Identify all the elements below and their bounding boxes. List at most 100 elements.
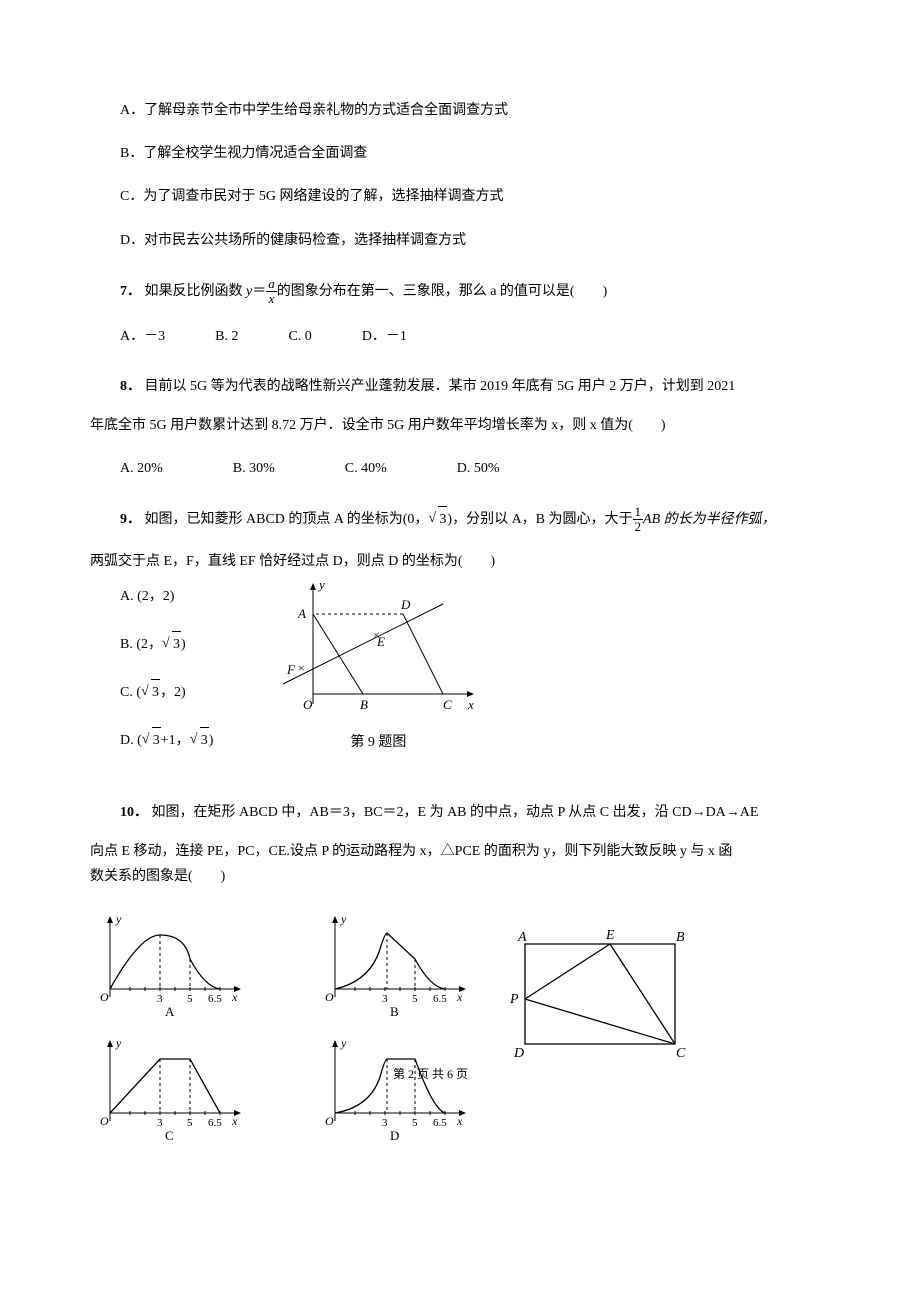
q9-half-frac: 12 [633, 505, 644, 535]
q10-number: 10． [120, 805, 148, 820]
q10r-B: B [676, 930, 685, 945]
q10-graph-c: O y x 3 5 6.5 C [90, 1033, 245, 1143]
q10b-O: O [325, 990, 334, 1004]
q10d-label: D [390, 1128, 399, 1143]
q9: 9． 如图，已知菱形 ABCD 的顶点 A 的坐标为(0， 3)，分别以 A，B … [90, 505, 830, 535]
q10a-O: O [100, 990, 109, 1004]
q10b-x: x [456, 990, 463, 1004]
q7-eq: ＝ [252, 284, 266, 299]
q9-cross1: × [373, 628, 380, 642]
q10c-x: x [231, 1114, 238, 1128]
q9-sqrt3a-val: 3 [438, 506, 447, 532]
q6-opt-d: D．对市民去公共场所的健康码检查，选择抽样调查方式 [120, 228, 830, 253]
q10a-label: A [165, 1004, 175, 1019]
q9-optb-pre: B. (2， [120, 637, 162, 652]
q9-stem1-post: AB 的长为半径作弧， [643, 512, 776, 527]
q10-rect-figure: A E B P D C [500, 919, 690, 1069]
q9-optc-pre: C. ( [120, 685, 141, 700]
q9-label-y: y [317, 577, 325, 592]
q7-opt-b: B. 2 [215, 324, 238, 349]
q9-label-D: D [400, 597, 411, 612]
q9-opt-a: A. (2，2) [120, 584, 213, 609]
q9-stem1-pre: 如图，已知菱形 ABCD 的顶点 A 的坐标为(0， [145, 512, 429, 527]
q8-opt-d: D. 50% [457, 456, 500, 481]
q10c-t3: 3 [157, 1117, 163, 1129]
q10-stem3: 数关系的图象是( ) [90, 864, 830, 889]
q10a-t65: 6.5 [208, 993, 222, 1005]
q9-optd-sqrt2: 3 [190, 727, 209, 753]
q9-optd-sqrt2val: 3 [200, 727, 209, 753]
q10d-t65: 6.5 [433, 1117, 447, 1129]
q10b-y: y [340, 912, 347, 926]
q10b-t3: 3 [382, 993, 388, 1005]
q9-figure-col: O A B C D E F x y × × 第 9 题图 [273, 574, 483, 755]
q10a-t3: 3 [157, 993, 163, 1005]
q9-stem2: 两弧交于点 E，F，直线 EF 恰好经过点 D，则点 D 的坐标为( ) [90, 549, 830, 574]
page-footer: 第 2 页 共 6 页 [393, 1067, 468, 1081]
q10-graph-a: O y x 3 5 6.5 A [90, 909, 245, 1019]
q9-figure: O A B C D E F x y × × [273, 574, 483, 724]
q10-graph-grid: O y x 3 5 6.5 A O y x 3 5 6.5 B [90, 909, 470, 1143]
q7-stem-post: 的图象分布在第一、三象限，那么 a 的值可以是( ) [277, 284, 608, 299]
q10b-label: B [390, 1004, 399, 1019]
q9-optd-sqrt1val: 3 [152, 727, 161, 753]
q9-opt-c: C. ( 3，2) [120, 679, 213, 705]
q9-fig-caption: 第 9 题图 [350, 730, 406, 755]
q10c-O: O [100, 1114, 109, 1128]
q7-fraction: ax [266, 277, 277, 307]
q8-stem1: 目前以 5G 等为代表的战略性新兴产业蓬勃发展．某市 2019 年底有 5G 用… [145, 379, 736, 394]
q9-optc-sqrtval: 3 [151, 679, 160, 705]
q7-number: 7． [120, 284, 141, 299]
q9-block: A. (2，2) B. (2，3) C. (3，2) D. (3+1，3) [90, 574, 830, 776]
q10c-y: y [115, 1036, 122, 1050]
q9-opt-b: B. (2， 3) [120, 631, 213, 657]
q9-optb-post: ) [181, 637, 186, 652]
q9-sqrt3a: 3 [428, 506, 447, 532]
q7-stem-pre: 如果反比例函数 [145, 284, 247, 299]
q8-opt-a: A. 20% [120, 456, 163, 481]
q10c-t5: 5 [187, 1117, 193, 1129]
q7-frac-num: a [266, 277, 277, 292]
q9-optd-mid: +1， [161, 733, 190, 748]
q10-graph-b: O y x 3 5 6.5 B [315, 909, 470, 1019]
q9-label-F: F [286, 662, 296, 677]
q8-opt-c: C. 40% [345, 456, 387, 481]
q10b-t65: 6.5 [433, 993, 447, 1005]
q9-label-O: O [303, 697, 313, 712]
q9-optd-sqrt1: 3 [142, 727, 161, 753]
q10-stem1: 如图，在矩形 ABCD 中，AB＝3，BC＝2，E 为 AB 的中点，动点 P … [152, 805, 759, 820]
q10b-t5: 5 [412, 993, 418, 1005]
q8: 8． 目前以 5G 等为代表的战略性新兴产业蓬勃发展．某市 2019 年底有 5… [90, 374, 830, 399]
q10a-y: y [115, 912, 122, 926]
q9-opt-d: D. (3+1，3) [120, 727, 213, 753]
q9-optb-sqrt: 3 [162, 631, 181, 657]
q9-options: A. (2，2) B. (2，3) C. (3，2) D. (3+1，3) [90, 574, 213, 776]
q6-opt-a: A．了解母亲节全市中学生给母亲礼物的方式适合全面调查方式 [120, 98, 830, 123]
q7-opt-a: A．－3 [120, 324, 165, 349]
q9-optb-sqrtval: 3 [172, 631, 181, 657]
q6-opt-c: C．为了调查市民对于 5G 网络建设的了解，选择抽样调查方式 [120, 184, 830, 209]
q6-opt-b: B．了解全校学生视力情况适合全面调查 [120, 141, 830, 166]
q10d-t5: 5 [412, 1117, 418, 1129]
q8-options: A. 20% B. 30% C. 40% D. 50% [120, 456, 830, 481]
q10a-t5: 5 [187, 993, 193, 1005]
q8-stem2: 年底全市 5G 用户数累计达到 8.72 万户．设全市 5G 用户数年平均增长率… [90, 413, 830, 438]
q9-optc-sqrt: 3 [141, 679, 160, 705]
q6-options: A．了解母亲节全市中学生给母亲礼物的方式适合全面调查方式 B．了解全校学生视力情… [90, 98, 830, 253]
q7-opt-c: C. 0 [288, 324, 311, 349]
q9-cross2: × [298, 661, 305, 675]
q9-number: 9． [120, 512, 141, 527]
q9-stem1-mid: )，分别以 A，B 为圆心，大于 [447, 512, 632, 527]
q7-frac-den: x [266, 292, 277, 306]
q10-stem2: 向点 E 移动，连接 PE，PC，CE.设点 P 的运动路程为 x，△PCE 的… [90, 839, 830, 864]
q9-optc-post: ，2) [160, 685, 186, 700]
q9-optd-post: ) [209, 733, 214, 748]
q10r-P: P [509, 992, 519, 1007]
q10a-x: x [231, 990, 238, 1004]
q10r-D: D [513, 1046, 524, 1061]
q10r-A: A [517, 930, 527, 945]
q10-figures: O y x 3 5 6.5 A O y x 3 5 6.5 B [90, 909, 830, 1143]
q9-optd-pre: D. ( [120, 733, 142, 748]
q10-graph-d: O y x 3 5 6.5 D 第 2 页 共 6 页 [315, 1033, 470, 1143]
q9-frac-den: 2 [633, 520, 644, 534]
